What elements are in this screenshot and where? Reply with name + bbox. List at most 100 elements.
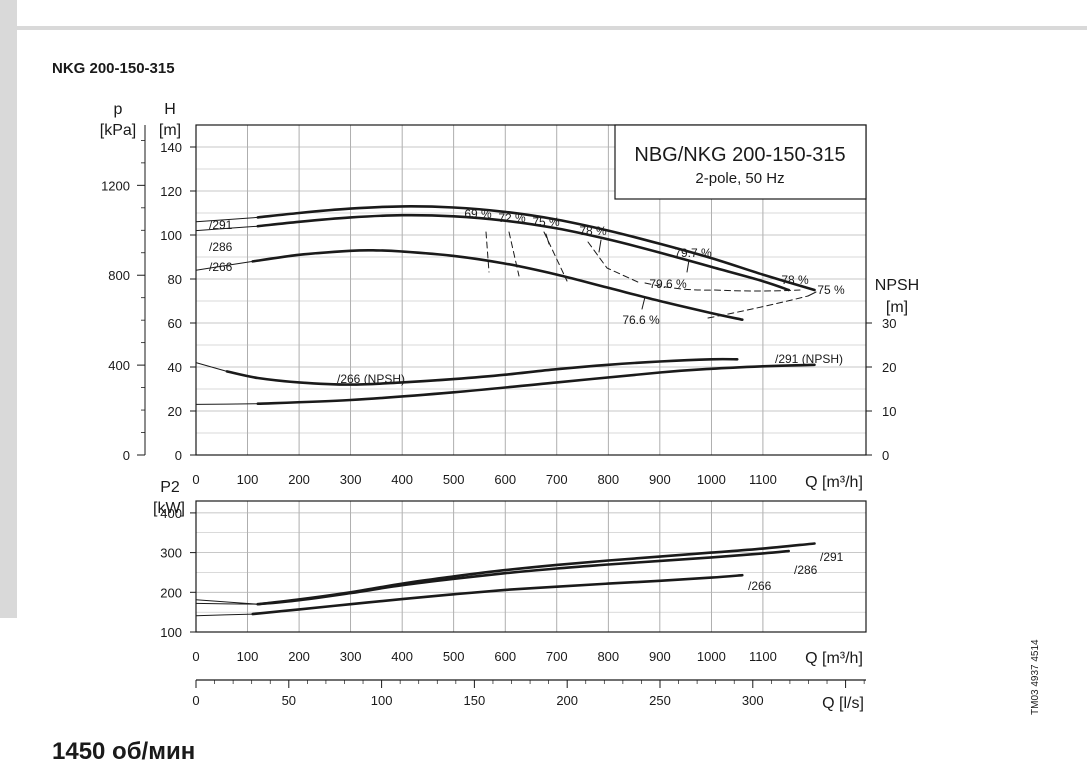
flow-axis-label: Q [m³/h] — [805, 474, 863, 491]
p-axis-tick-label: 1200 — [101, 178, 130, 193]
head-series-0-curve-thin — [195, 216, 259, 223]
power-flow-tick-label: 1100 — [749, 649, 777, 664]
flow-axis-tick-label: 0 — [192, 472, 199, 487]
series-label-286: /286 — [209, 240, 233, 254]
flow-axis-tick-label: 500 — [443, 472, 465, 487]
h-axis-tick-label: 0 — [175, 448, 182, 463]
npsh-axis-tick-label: 20 — [882, 360, 896, 375]
power-flow-tick-label: 700 — [546, 649, 568, 664]
power-chart-grid — [196, 501, 866, 632]
power-flow-tick-label: 500 — [443, 649, 465, 664]
ls-axis-tick-label: 300 — [742, 693, 764, 708]
title-box — [614, 124, 867, 200]
efficiency-label: 69 % — [464, 207, 492, 221]
power-series-2-curve — [251, 573, 744, 616]
ls-axis-tick-label: 250 — [649, 693, 671, 708]
chart-subtitle: 2-pole, 50 Hz — [695, 170, 784, 187]
efficiency-line-75 — [543, 231, 568, 282]
p-axis-unit: [kPa] — [100, 122, 136, 139]
npsh-axis-tick-label: 10 — [882, 404, 896, 419]
flow-axis-tick-label: 200 — [288, 472, 310, 487]
npsh-axis-tick-label: 30 — [882, 316, 896, 331]
efficiency-tick-79-7 — [686, 259, 690, 273]
npsh-axis-tick-label: 0 — [882, 448, 889, 463]
model-heading: NKG 200-150-315 — [52, 60, 175, 77]
efficiency-line-79-6 — [644, 282, 801, 292]
npsh-axis-unit: [m] — [886, 299, 908, 316]
power-label-291: /291 — [820, 550, 844, 564]
h-axis-tick-label: 100 — [160, 228, 182, 243]
ls-axis-tick-label: 100 — [371, 693, 393, 708]
ls-axis-tick-label: 200 — [556, 693, 578, 708]
chart-title: NBG/NKG 200-150-315 — [634, 144, 845, 166]
speed-heading: 1450 об/мин — [52, 738, 196, 765]
flow-axis-tick-label: 600 — [494, 472, 516, 487]
ls-axis-tick-label: 150 — [464, 693, 486, 708]
head-series-4-curve-thin — [195, 403, 259, 405]
side-bar — [0, 0, 17, 618]
flow-axis-tick-label: 300 — [340, 472, 362, 487]
power-series-1-curve — [256, 549, 790, 606]
series-label-291-npsh: /291 (NPSH) — [775, 352, 843, 366]
efficiency-label: 79.7 % — [674, 246, 712, 260]
flow-axis-tick-label: 1100 — [749, 472, 777, 487]
head-series-3-curve — [225, 357, 739, 386]
power-flow-tick-label: 100 — [237, 649, 259, 664]
flow-axis-tick-label: 100 — [237, 472, 259, 487]
h-axis-label: H — [164, 101, 176, 118]
h-axis-tick-label: 120 — [160, 184, 182, 199]
efficiency-line-76-6 — [707, 295, 809, 319]
power-flow-tick-label: 200 — [288, 649, 310, 664]
p-axis-label: p — [114, 101, 123, 118]
p-axis-tick-label: 0 — [123, 448, 130, 463]
head-series-4-curve — [256, 363, 816, 405]
efficiency-label: 75 % — [532, 215, 560, 229]
flow-axis-tick-label: 1000 — [697, 472, 726, 487]
power-axis-unit: [kW] — [153, 500, 185, 517]
ls-axis-tick-label: 50 — [282, 693, 296, 708]
head-series-1-curve — [256, 213, 790, 292]
efficiency-label: 78 % — [781, 273, 809, 287]
power-axis-label: P2 — [160, 479, 180, 496]
series-label-266-npsh: /266 (NPSH) — [337, 372, 405, 386]
power-flow-tick-label: 600 — [494, 649, 516, 664]
power-series-2-curve-thin — [195, 613, 254, 617]
ls-axis-tick-label: 0 — [192, 693, 199, 708]
series-label-291: /291 — [209, 218, 233, 232]
power-flow-tick-label: 300 — [340, 649, 362, 664]
power-label-266: /266 — [748, 579, 772, 593]
p-axis-tick-label: 400 — [108, 358, 130, 373]
flow-axis-tick-label: 900 — [649, 472, 671, 487]
efficiency-tick-75 — [545, 233, 550, 245]
power-series-1-curve-thin — [195, 602, 259, 605]
efficiency-tick-76-6 — [641, 296, 646, 310]
power-chart-frame — [195, 500, 867, 633]
h-axis-tick-label: 140 — [160, 140, 182, 155]
power-flow-tick-label: 1000 — [697, 649, 726, 664]
efficiency-tick-78 — [598, 239, 602, 253]
efficiency-label: 72 % — [498, 211, 526, 225]
h-axis-unit: [m] — [159, 122, 181, 139]
power-flow-tick-label: 0 — [192, 649, 199, 664]
power-axis-tick-label: 200 — [160, 585, 182, 600]
efficiency-line-72 — [508, 231, 520, 277]
h-axis-tick-label: 20 — [168, 404, 182, 419]
head-chart-frame — [195, 124, 867, 456]
npsh-axis-label: NPSH — [875, 277, 919, 294]
power-axis-tick-label: 400 — [160, 506, 182, 521]
ls-axis-label: Q [l/s] — [822, 695, 864, 712]
h-axis-tick-label: 80 — [168, 272, 182, 287]
power-flow-tick-label: 900 — [649, 649, 671, 664]
flow-axis-tick-label: 700 — [546, 472, 568, 487]
power-flow-tick-label: 400 — [391, 649, 413, 664]
power-flow-tick-label: 800 — [597, 649, 619, 664]
power-label-286: /286 — [794, 563, 818, 577]
h-axis-tick-label: 40 — [168, 360, 182, 375]
efficiency-label: 78 % — [579, 224, 607, 238]
series-label-266: /266 — [209, 260, 233, 274]
h-axis-tick-label: 60 — [168, 316, 182, 331]
power-axis-tick-label: 300 — [160, 546, 182, 561]
efficiency-tick-75-right — [807, 291, 817, 297]
efficiency-label: 75 % — [817, 283, 845, 297]
